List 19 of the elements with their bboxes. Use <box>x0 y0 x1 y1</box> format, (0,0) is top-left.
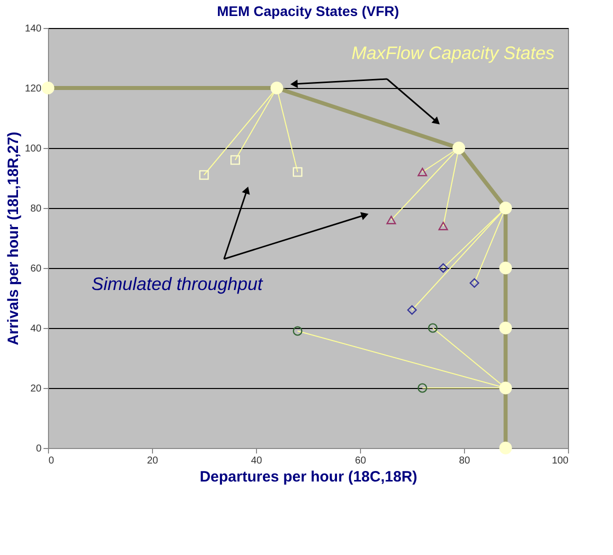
y-tick-label: 40 <box>30 324 42 334</box>
x-tick-label: 20 <box>146 456 158 466</box>
chart-title: MEM Capacity States (VFR) <box>216 3 400 19</box>
annotation: MaxFlow Capacity States <box>351 43 555 63</box>
y-tick-label: 0 <box>36 444 42 454</box>
x-tick-label: 60 <box>354 456 366 466</box>
y-tick-label: 120 <box>24 84 42 94</box>
y-tick-label: 80 <box>30 204 42 214</box>
y-tick-label: 100 <box>24 144 42 154</box>
x-tick-label: 40 <box>250 456 262 466</box>
y-tick-label: 60 <box>30 264 42 274</box>
y-tick-label: 140 <box>24 24 42 34</box>
y-tick-label: 20 <box>30 384 42 394</box>
annotation: Simulated throughput <box>91 274 264 294</box>
x-tick-label: 0 <box>48 456 54 466</box>
x-axis-title: Departures per hour (18C,18R) <box>200 468 418 486</box>
x-tick-label: 80 <box>458 456 470 466</box>
x-tick-label: 100 <box>552 456 569 466</box>
y-axis-title: Arrivals per hour (18L,18R,27) <box>4 132 22 346</box>
